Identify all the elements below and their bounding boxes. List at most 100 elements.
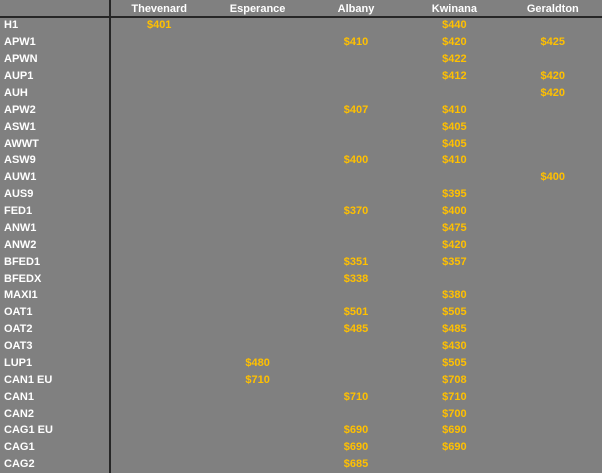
price-cell[interactable]: $690 [442,441,467,454]
price-cell[interactable] [208,101,306,118]
price-cell[interactable] [307,186,405,203]
price-cell[interactable] [110,287,208,304]
price-cell[interactable] [110,118,208,135]
price-cell[interactable] [307,17,405,34]
price-cell[interactable]: $480 [245,356,270,369]
price-cell[interactable] [208,186,306,203]
price-cell[interactable] [110,68,208,85]
price-cell[interactable]: $710 [442,390,467,403]
price-cell[interactable] [208,338,306,355]
price-cell[interactable]: $412 [442,70,467,83]
price-cell[interactable] [208,34,306,51]
price-cell[interactable] [504,287,602,304]
price-cell[interactable] [504,321,602,338]
price-cell[interactable] [504,220,602,237]
price-cell[interactable] [504,253,602,270]
price-cell[interactable] [208,253,306,270]
price-cell[interactable] [504,304,602,321]
price-cell[interactable] [110,169,208,186]
price-cell[interactable]: $401 [146,19,172,32]
price-cell[interactable] [504,388,602,405]
price-cell[interactable] [208,304,306,321]
price-cell[interactable] [504,405,602,422]
price-cell[interactable] [110,270,208,287]
price-cell[interactable] [504,51,602,68]
price-cell[interactable] [307,287,405,304]
price-cell[interactable] [110,186,208,203]
price-cell[interactable] [208,135,306,152]
price-cell[interactable] [504,236,602,253]
price-cell[interactable] [208,85,306,102]
price-cell[interactable]: $420 [540,86,566,99]
price-cell[interactable] [208,456,306,473]
price-cell[interactable] [110,371,208,388]
price-cell[interactable]: $407 [343,103,369,116]
price-cell[interactable]: $485 [442,323,467,336]
price-cell[interactable] [110,439,208,456]
price-cell[interactable] [307,236,405,253]
price-cell[interactable] [504,101,602,118]
price-cell[interactable]: $395 [442,188,467,201]
price-cell[interactable] [208,68,306,85]
price-cell[interactable] [110,135,208,152]
price-cell[interactable]: $400 [540,171,566,184]
price-cell[interactable] [110,51,208,68]
price-cell[interactable] [110,101,208,118]
price-cell[interactable]: $505 [442,356,467,369]
price-cell[interactable] [504,17,602,34]
price-cell[interactable]: $351 [343,255,369,268]
price-cell[interactable] [208,236,306,253]
price-cell[interactable]: $370 [343,205,369,218]
price-cell[interactable] [405,270,503,287]
price-cell[interactable] [208,321,306,338]
price-cell[interactable]: $710 [245,373,270,386]
price-cell[interactable] [307,405,405,422]
price-cell[interactable]: $410 [442,103,467,116]
price-cell[interactable]: $338 [343,272,369,285]
price-cell[interactable] [307,338,405,355]
price-cell[interactable]: $700 [442,407,467,420]
price-cell[interactable] [504,152,602,169]
price-cell[interactable] [110,220,208,237]
price-cell[interactable] [504,186,602,203]
price-cell[interactable] [405,169,503,186]
price-cell[interactable] [110,85,208,102]
price-cell[interactable]: $420 [442,36,467,49]
price-cell[interactable]: $422 [442,53,467,66]
price-cell[interactable] [504,270,602,287]
price-cell[interactable]: $505 [442,306,467,319]
price-cell[interactable] [208,220,306,237]
price-cell[interactable] [504,135,602,152]
price-cell[interactable]: $425 [540,36,566,49]
price-cell[interactable] [110,304,208,321]
price-cell[interactable]: $405 [442,120,467,133]
price-cell[interactable]: $710 [343,390,369,403]
price-cell[interactable] [110,152,208,169]
price-cell[interactable] [504,118,602,135]
price-cell[interactable] [110,236,208,253]
price-cell[interactable]: $357 [442,255,467,268]
price-cell[interactable]: $690 [343,424,369,437]
price-cell[interactable]: $430 [442,340,467,353]
price-cell[interactable] [110,405,208,422]
price-cell[interactable] [504,456,602,473]
price-cell[interactable] [110,253,208,270]
price-cell[interactable] [307,85,405,102]
price-cell[interactable] [110,203,208,220]
price-cell[interactable] [307,135,405,152]
price-cell[interactable] [208,287,306,304]
price-cell[interactable] [110,355,208,372]
price-cell[interactable] [208,118,306,135]
price-cell[interactable] [307,169,405,186]
price-cell[interactable]: $690 [442,424,467,437]
price-cell[interactable] [307,355,405,372]
price-cell[interactable] [208,51,306,68]
price-cell[interactable] [504,355,602,372]
price-cell[interactable] [405,456,503,473]
price-cell[interactable] [110,321,208,338]
price-cell[interactable] [208,17,306,34]
price-cell[interactable] [504,371,602,388]
price-cell[interactable]: $485 [343,323,369,336]
price-cell[interactable]: $690 [343,441,369,454]
price-cell[interactable]: $400 [442,205,467,218]
